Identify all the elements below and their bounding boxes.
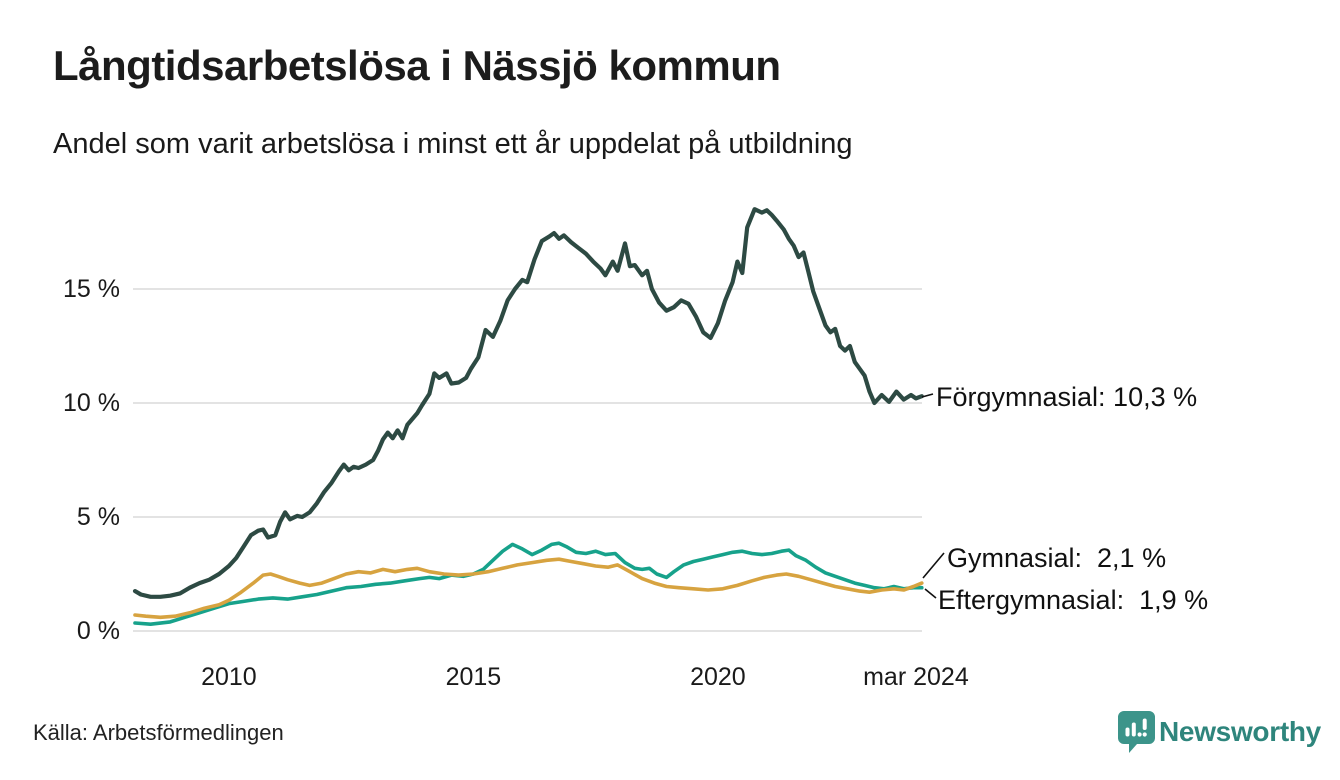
forgymnasial-value-label: Förgymnasial: 10,3 % [936,382,1198,412]
eftergymnasial-value-label: Eftergymnasial: 1,9 % [938,585,1209,615]
gymnasial-line [133,557,924,620]
newsworthy-logo-text: Newsworthy [1159,716,1321,747]
chart-title: Långtidsarbetslösa i Nässjö kommun [53,42,781,89]
x-axis-tick-mar-2024: mar 2024 [863,663,969,691]
forgymnasial-leader-line [921,393,934,398]
gridlines [133,288,922,632]
x-axis-tick-2020: 2020 [690,663,746,691]
gymnasial-leader-line [922,552,945,579]
y-axis-tick-0: 0 % [76,617,120,645]
y-axis-tick-15: 15 % [63,275,120,303]
chart-subtitle: Andel som varit arbetslösa i minst ett å… [53,128,853,160]
gymnasial-value-label: Gymnasial: 2,1 % [947,543,1167,573]
newsworthy-logo-icon [1118,711,1155,753]
y-axis-tick-10: 10 % [63,389,120,417]
source-label: Källa: Arbetsförmedlingen [33,720,284,745]
x-axis-tick-2010: 2010 [201,663,257,691]
eftergymnasial-line [133,541,924,627]
forgymnasial-line [132,207,924,599]
eftergymnasial-leader-line [924,588,937,599]
y-axis-tick-5: 5 % [76,503,120,531]
x-axis-tick-2015: 2015 [445,663,502,691]
